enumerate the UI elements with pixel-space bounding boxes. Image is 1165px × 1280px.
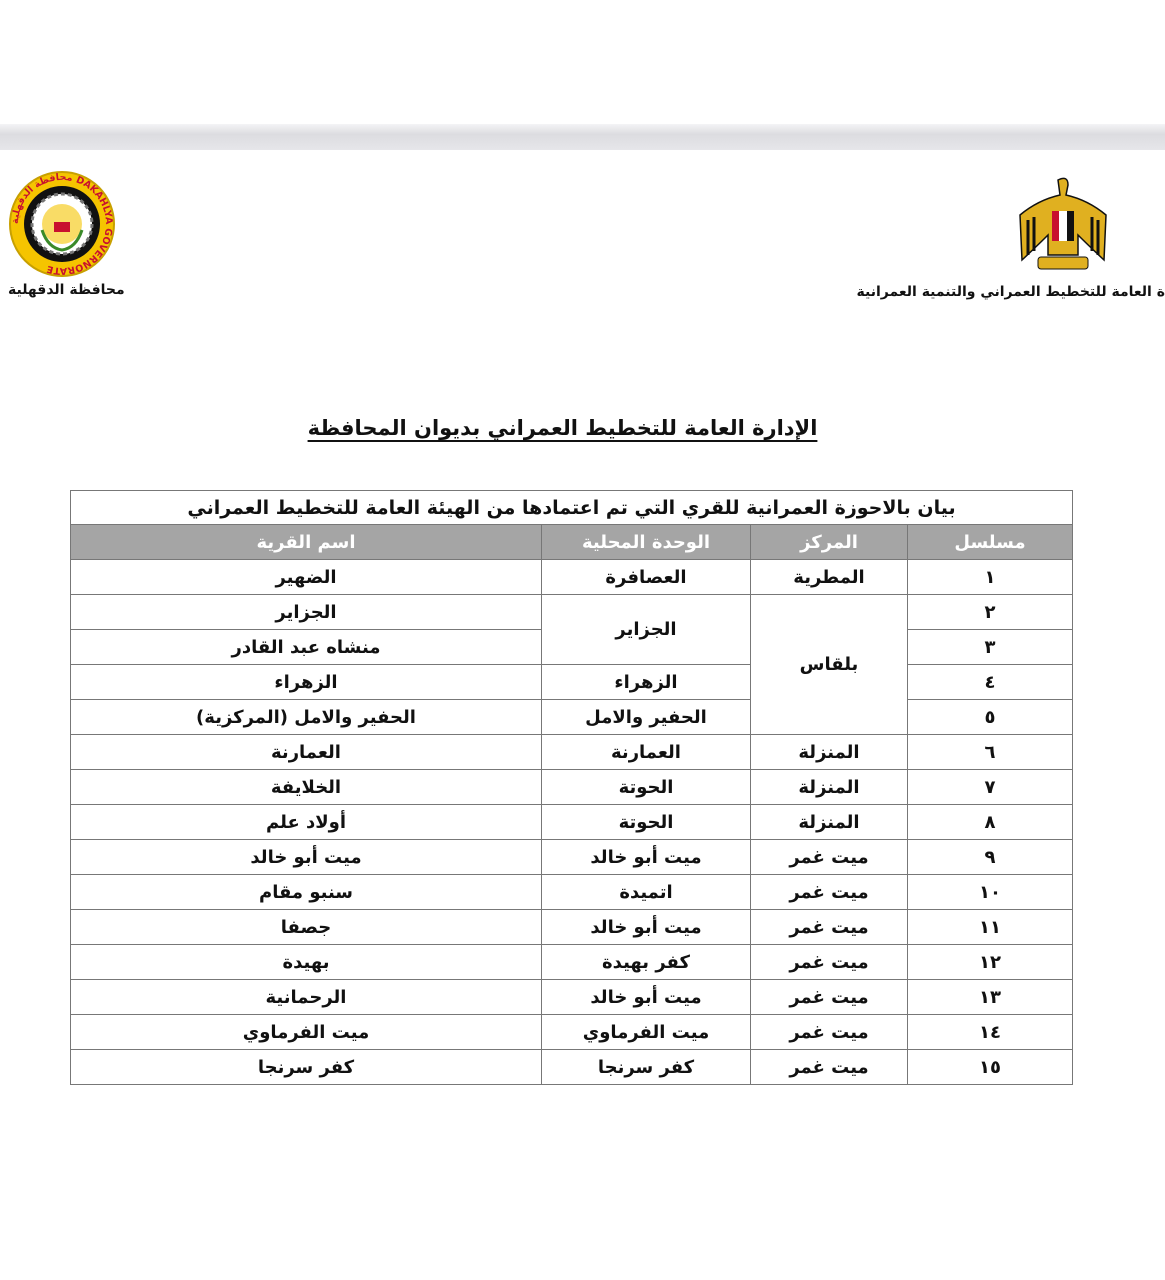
cell-markaz: ميت غمر [750,839,908,875]
cell-village: ميت أبو خالد [70,839,542,875]
cell-markaz: المنزلة [750,769,908,805]
top-bar [0,124,1165,150]
cell-serial: ٤ [907,664,1073,700]
villages-table: بيان بالاحوزة العمرانية للقري التي تم اع… [70,490,1073,1085]
cell-serial: ٢ [907,594,1073,630]
governorate-caption: محافظة الدقهلية [8,282,125,298]
cell-markaz: ميت غمر [750,1014,908,1050]
dakahlia-governorate-logo: محافظة الدقهلية DAKAHLYA GOVERNORATE [9,171,115,277]
cell-markaz: المنزلة [750,804,908,840]
cell-village: الزهراء [70,664,542,700]
cell-markaz: المطرية [750,559,908,595]
cell-unit: ميت أبو خالد [541,909,751,945]
table-row: ١٥ ميت غمر كفر سرنجا كفر سرنجا [70,1049,1073,1085]
cell-serial: ٧ [907,769,1073,805]
table-row: ١٤ ميت غمر ميت الفرماوي ميت الفرماوي [70,1014,1073,1050]
cell-unit: العصافرة [541,559,751,595]
table-row: ٥ الحفير والامل الحفير والامل (المركزية) [70,699,1073,735]
cell-village: منشاه عبد القادر [70,629,542,665]
cell-unit: الحفير والامل [541,699,751,735]
table-row: ١ المطرية العصافرة الضهير [70,559,1073,595]
cell-markaz: ميت غمر [750,979,908,1015]
cell-village: الضهير [70,559,542,595]
cell-markaz: ميت غمر [750,909,908,945]
cell-village: سنبو مقام [70,874,542,910]
cell-unit: الزهراء [541,664,751,700]
table-caption: بيان بالاحوزة العمرانية للقري التي تم اع… [70,490,1073,525]
cell-unit: ميت الفرماوي [541,1014,751,1050]
cell-serial: ١٠ [907,874,1073,910]
cell-serial: ٥ [907,699,1073,735]
table-row: ٤ الزهراء الزهراء [70,664,1073,700]
cell-serial: ٨ [907,804,1073,840]
cell-markaz: بلقاس [750,594,908,735]
cell-village: الحفير والامل (المركزية) [70,699,542,735]
cell-markaz: ميت غمر [750,944,908,980]
cell-serial: ١٥ [907,1049,1073,1085]
cell-village: بهيدة [70,944,542,980]
table-row: ١٢ ميت غمر كفر بهيدة بهيدة [70,944,1073,980]
cell-serial: ١١ [907,909,1073,945]
table-row: ٢ بلقاس الجزاير الجزاير [70,594,1073,735]
table-row: ١٣ ميت غمر ميت أبو خالد الرحمانية [70,979,1073,1015]
cell-serial: ٣ [907,629,1073,665]
table-header-row: مسلسل المركز الوحدة المحلية اسم القرية [70,524,1073,560]
cell-markaz: ميت غمر [750,874,908,910]
cell-unit: الجزاير [541,594,751,665]
cell-village: الرحمانية [70,979,542,1015]
cell-village: جصفا [70,909,542,945]
cell-village: الجزاير [70,594,542,630]
col-markaz: المركز [750,524,908,560]
cell-unit: اتميدة [541,874,751,910]
cell-serial: ٦ [907,734,1073,770]
cell-markaz: المنزلة [750,734,908,770]
cell-serial: ٩ [907,839,1073,875]
cell-serial: ١ [907,559,1073,595]
cell-unit: كفر بهيدة [541,944,751,980]
cell-unit: العمارنة [541,734,751,770]
table-row: ٦ المنزلة العمارنة العمارنة [70,734,1073,770]
cell-village: الخلايفة [70,769,542,805]
cell-unit: الحوتة [541,804,751,840]
table-row: ٨ المنزلة الحوتة أولاد علم [70,804,1073,840]
cell-markaz: ميت غمر [750,1049,908,1085]
cell-serial: ١٢ [907,944,1073,980]
col-village: اسم القرية [70,524,542,560]
table-row: ٩ ميت غمر ميت أبو خالد ميت أبو خالد [70,839,1073,875]
cell-unit: ميت أبو خالد [541,979,751,1015]
table-row: ٧ المنزلة الحوتة الخلايفة [70,769,1073,805]
authority-caption: ة العامة للتخطيط العمراني والتنمية العمر… [856,284,1165,300]
cell-serial: ١٣ [907,979,1073,1015]
egypt-eagle-emblem [1019,177,1107,270]
col-unit: الوحدة المحلية [541,524,751,560]
cell-unit: كفر سرنجا [541,1049,751,1085]
cell-village: أولاد علم [70,804,542,840]
cell-serial: ١٤ [907,1014,1073,1050]
cell-village: كفر سرنجا [70,1049,542,1085]
cell-village: العمارنة [70,734,542,770]
cell-village: ميت الفرماوي [70,1014,542,1050]
table-row: ١٠ ميت غمر اتميدة سنبو مقام [70,874,1073,910]
document-title: الإدارة العامة للتخطيط العمراني بديوان ا… [307,416,818,440]
cell-unit: الحوتة [541,769,751,805]
col-serial: مسلسل [907,524,1073,560]
cell-unit: ميت أبو خالد [541,839,751,875]
table-row: ١١ ميت غمر ميت أبو خالد جصفا [70,909,1073,945]
